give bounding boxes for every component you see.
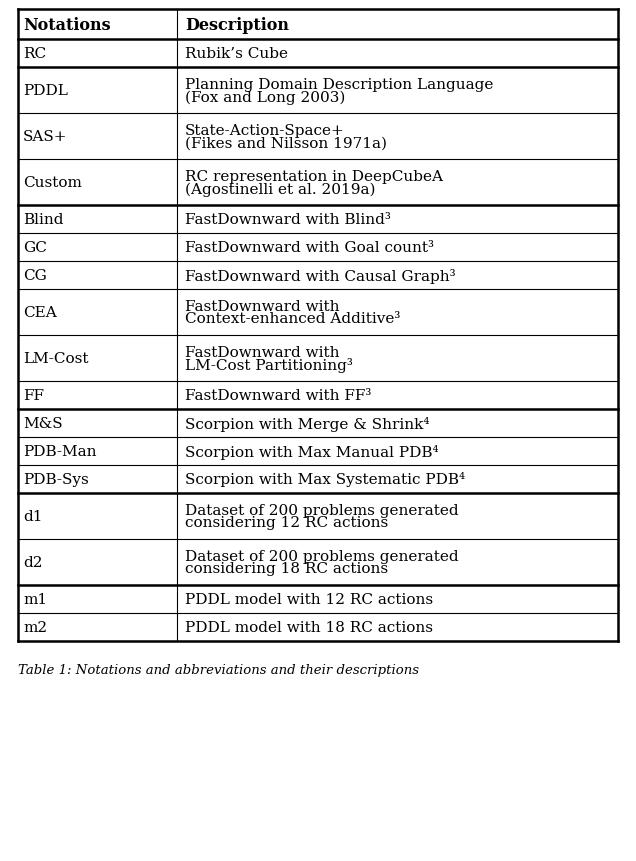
Text: PDDL model with 18 RC actions: PDDL model with 18 RC actions (185, 620, 433, 635)
Text: FF: FF (23, 388, 44, 403)
Text: FastDownward with Blind³: FastDownward with Blind³ (185, 213, 391, 226)
Text: Description: Description (185, 16, 289, 34)
Text: State-Action-Space+: State-Action-Space+ (185, 123, 345, 138)
Text: Notations: Notations (23, 16, 111, 34)
Text: Scorpion with Max Manual PDB⁴: Scorpion with Max Manual PDB⁴ (185, 444, 439, 459)
Text: FastDownward with FF³: FastDownward with FF³ (185, 388, 371, 403)
Text: FastDownward with Goal count³: FastDownward with Goal count³ (185, 241, 434, 255)
Text: RC representation in DeepCubeA: RC representation in DeepCubeA (185, 170, 443, 183)
Text: d1: d1 (23, 510, 43, 523)
Text: PDB-Man: PDB-Man (23, 444, 97, 458)
Text: Context-enhanced Additive³: Context-enhanced Additive³ (185, 312, 401, 326)
Text: CEA: CEA (23, 306, 57, 319)
Text: Rubik’s Cube: Rubik’s Cube (185, 47, 288, 61)
Text: GC: GC (23, 241, 47, 255)
Text: PDDL: PDDL (23, 84, 68, 98)
Text: PDB-Sys: PDB-Sys (23, 473, 89, 486)
Text: FastDownward with: FastDownward with (185, 345, 340, 359)
Text: SAS+: SAS+ (23, 130, 67, 144)
Text: Dataset of 200 problems generated: Dataset of 200 problems generated (185, 549, 459, 563)
Text: (Fikes and Nilsson 1971a): (Fikes and Nilsson 1971a) (185, 136, 387, 151)
Text: m2: m2 (23, 620, 47, 635)
Text: considering 12 RC actions: considering 12 RC actions (185, 516, 388, 530)
Text: FastDownward with Causal Graph³: FastDownward with Causal Graph³ (185, 268, 455, 283)
Text: M&S: M&S (23, 417, 62, 430)
Text: considering 18 RC actions: considering 18 RC actions (185, 561, 388, 576)
Text: (Fox and Long 2003): (Fox and Long 2003) (185, 90, 345, 104)
Text: FastDownward with: FastDownward with (185, 300, 340, 313)
Text: Dataset of 200 problems generated: Dataset of 200 problems generated (185, 503, 459, 517)
Text: Custom: Custom (23, 176, 82, 189)
Text: (Agostinelli et al. 2019a): (Agostinelli et al. 2019a) (185, 182, 375, 196)
Text: d2: d2 (23, 555, 43, 569)
Text: Table 1: Notations and abbreviations and their descriptions: Table 1: Notations and abbreviations and… (18, 663, 419, 676)
Text: Scorpion with Merge & Shrink⁴: Scorpion with Merge & Shrink⁴ (185, 416, 429, 431)
Text: RC: RC (23, 47, 46, 61)
Text: Planning Domain Description Language: Planning Domain Description Language (185, 77, 494, 91)
Text: LM-Cost Partitioning³: LM-Cost Partitioning³ (185, 357, 353, 373)
Text: CG: CG (23, 269, 47, 282)
Text: Blind: Blind (23, 213, 64, 226)
Text: Scorpion with Max Systematic PDB⁴: Scorpion with Max Systematic PDB⁴ (185, 472, 465, 487)
Text: LM-Cost: LM-Cost (23, 351, 88, 366)
Text: PDDL model with 12 RC actions: PDDL model with 12 RC actions (185, 592, 433, 606)
Text: m1: m1 (23, 592, 47, 606)
